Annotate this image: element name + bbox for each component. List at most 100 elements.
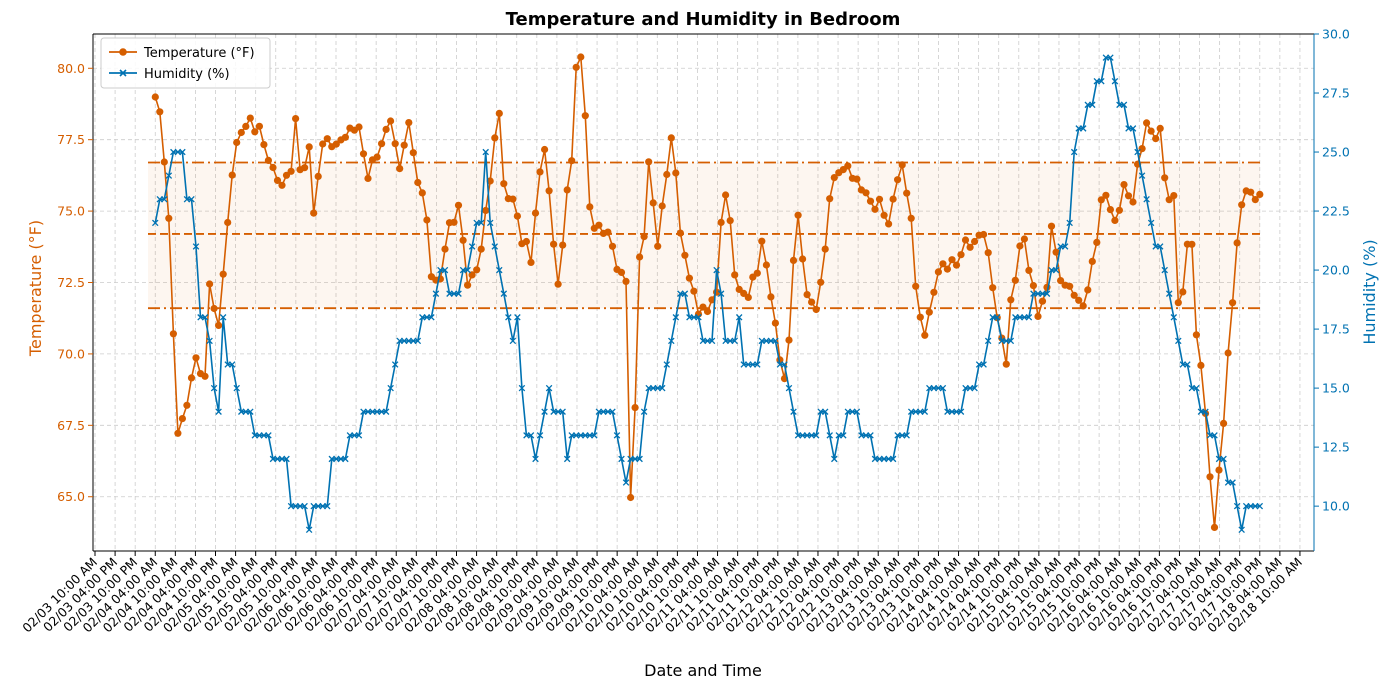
humidity-point — [1138, 172, 1146, 179]
humidity-point — [1233, 502, 1241, 510]
temperature-point — [654, 242, 662, 250]
temperature-point — [916, 313, 924, 321]
temperature-point — [1115, 206, 1123, 214]
humidity-point — [1089, 101, 1096, 109]
temperature-point — [550, 240, 558, 248]
temperature-point — [690, 287, 698, 295]
humidity-point — [1025, 314, 1033, 321]
humidity-point — [219, 314, 227, 321]
temperature-point — [577, 53, 585, 61]
left-y-tick-label: 67.5 — [57, 418, 85, 433]
temperature-point — [169, 330, 177, 338]
temperature-point — [794, 211, 802, 219]
temperature-point — [174, 429, 182, 437]
temperature-point — [685, 274, 694, 282]
humidity-point — [781, 361, 788, 368]
temperature-point — [273, 176, 282, 184]
temperature-point — [631, 404, 639, 412]
temperature-point — [1161, 174, 1169, 182]
humidity-point — [1007, 337, 1015, 345]
temperature-point — [1206, 473, 1214, 481]
humidity-point — [514, 314, 521, 321]
temperature-point — [758, 237, 766, 245]
temperature-point — [500, 180, 508, 188]
humidity-point — [622, 479, 630, 486]
temperature-point — [450, 218, 458, 226]
range-band-fill — [148, 162, 1260, 309]
temperature-point — [817, 278, 825, 286]
temperature-point — [767, 293, 775, 301]
temperature-point — [1075, 296, 1083, 304]
humidity-point — [609, 408, 616, 415]
temperature-point — [984, 249, 992, 257]
temperature-point — [586, 203, 594, 211]
temperature-point — [1029, 282, 1037, 290]
temperature-point — [201, 372, 209, 380]
humidity-point — [482, 148, 489, 156]
temperature-point — [572, 63, 580, 71]
temperature-point — [156, 108, 164, 116]
temperature-point — [292, 115, 300, 123]
humidity-point — [1156, 243, 1164, 250]
temperature-point — [627, 493, 635, 502]
temperature-point — [903, 189, 911, 197]
humidity-point — [428, 314, 435, 321]
humidity-point — [980, 361, 987, 368]
temperature-point — [251, 128, 259, 136]
humidity-point — [1107, 54, 1114, 61]
temperature-point — [925, 308, 933, 316]
temperature-point — [522, 237, 531, 246]
humidity-point — [1184, 361, 1191, 368]
temperature-point — [364, 174, 372, 182]
humidity-point — [324, 502, 331, 510]
temperature-point — [1256, 190, 1264, 198]
humidity-point — [210, 384, 218, 392]
temperature-point — [468, 271, 476, 279]
temperature-point — [355, 123, 363, 131]
humidity-point — [1256, 502, 1264, 510]
humidity-point — [903, 432, 910, 439]
humidity-point — [1170, 314, 1178, 321]
temperature-point — [187, 374, 196, 382]
left-y-tick-label: 72.5 — [57, 275, 85, 290]
temperature-point — [957, 251, 965, 259]
temperature-point — [1034, 312, 1042, 320]
humidity-point — [812, 432, 820, 439]
humidity-point — [1143, 195, 1150, 203]
temperature-series — [151, 53, 1264, 532]
temperature-point — [663, 170, 671, 179]
humidity-point — [984, 337, 992, 345]
humidity-point — [640, 408, 648, 415]
temperature-point — [871, 205, 879, 213]
humidity-point — [658, 384, 666, 392]
temperature-point — [491, 134, 499, 142]
humidity-point — [1202, 408, 1209, 415]
humidity-point — [188, 195, 195, 203]
humidity-point — [1211, 432, 1218, 439]
temperature-point — [1011, 276, 1019, 284]
left-y-tick-label: 75.0 — [57, 204, 85, 219]
humidity-series — [151, 54, 1264, 534]
humidity-point — [206, 337, 213, 345]
temperature-point — [1106, 206, 1114, 214]
left-y-axis-label: Temperature (°F) — [26, 220, 45, 357]
temperature-point — [1093, 238, 1101, 246]
left-y-tick-label: 70.0 — [57, 346, 85, 361]
temperature-point — [762, 261, 771, 269]
temperature-point — [206, 280, 214, 288]
temperature-point — [1220, 419, 1228, 427]
humidity-point — [613, 432, 621, 439]
humidity-point — [1043, 290, 1051, 297]
temperature-point — [1215, 466, 1223, 474]
humidity-point — [1134, 148, 1141, 156]
humidity-point — [831, 455, 838, 463]
temperature-point — [509, 195, 517, 203]
humidity-point — [468, 243, 476, 250]
right-y-axis-ticks: 10.0 12.5 15.0 17.5 20.0 22.5 25.0 27.5 30.0 — [1314, 27, 1350, 514]
humidity-point — [772, 337, 779, 345]
temperature-point — [1007, 296, 1015, 304]
humidity-point — [1111, 77, 1119, 85]
temperature-point — [1120, 181, 1128, 189]
humidity-point — [1175, 337, 1182, 345]
